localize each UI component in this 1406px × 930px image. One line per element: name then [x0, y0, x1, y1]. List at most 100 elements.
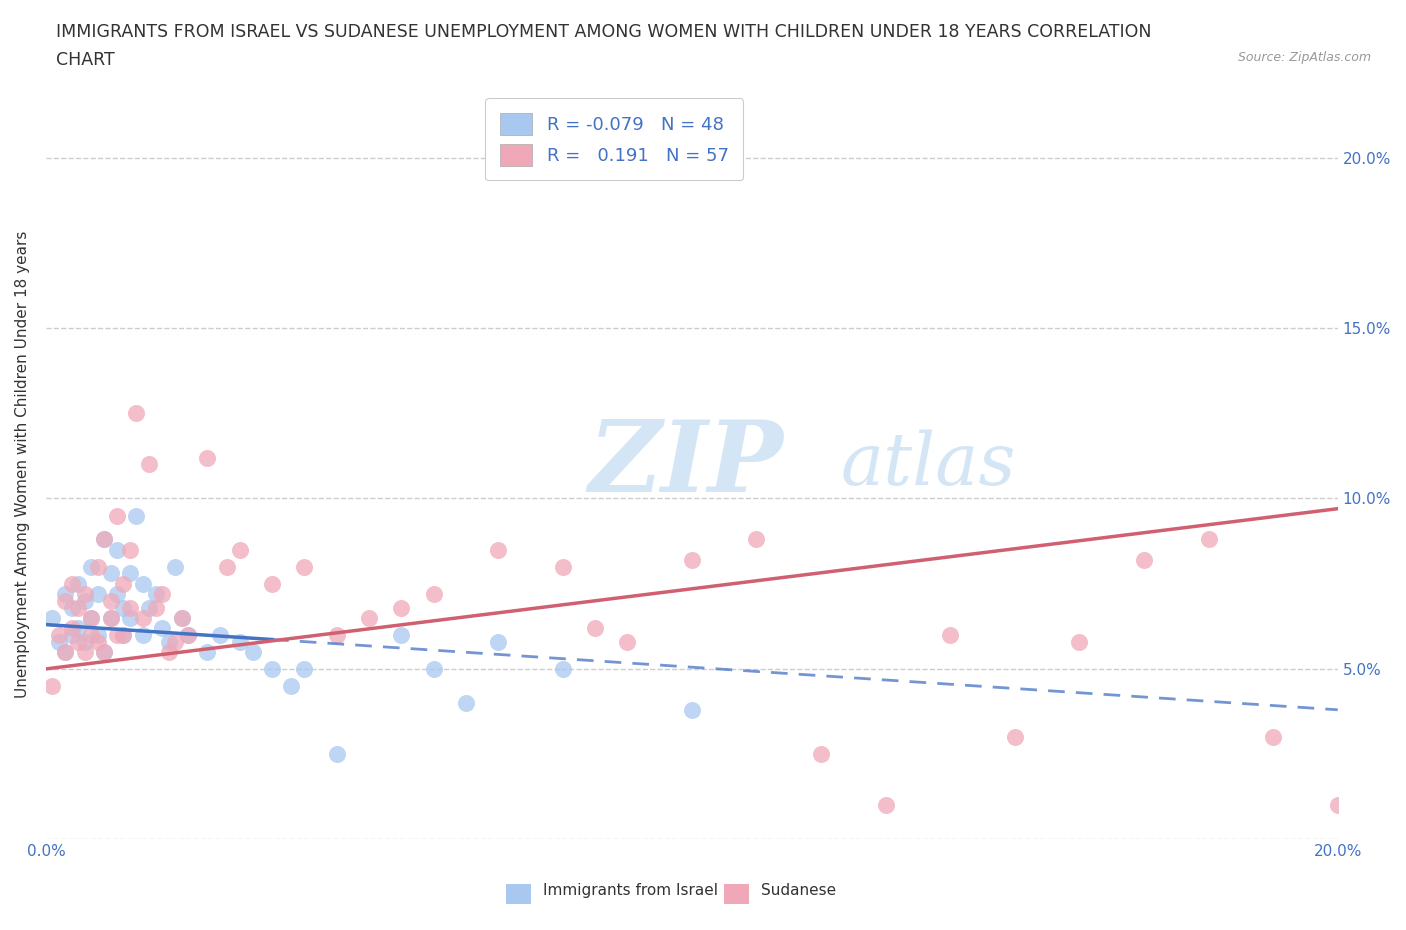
Point — [422, 661, 444, 676]
Point — [280, 679, 302, 694]
Point — [157, 644, 180, 659]
Point — [1004, 730, 1026, 745]
Point — [325, 628, 347, 643]
Legend: R = -0.079   N = 48, R =   0.191   N = 57: R = -0.079 N = 48, R = 0.191 N = 57 — [485, 99, 744, 180]
Point — [73, 593, 96, 608]
Point — [1326, 798, 1348, 813]
Point — [112, 577, 135, 591]
Point — [60, 577, 83, 591]
Text: Source: ZipAtlas.com: Source: ZipAtlas.com — [1237, 51, 1371, 64]
Point — [357, 610, 380, 625]
Text: ZIP: ZIP — [589, 416, 783, 512]
Text: Sudanese: Sudanese — [761, 884, 835, 898]
Point — [177, 628, 200, 643]
Point — [125, 405, 148, 420]
Point — [48, 634, 70, 649]
Point — [325, 747, 347, 762]
Point — [150, 620, 173, 635]
Point — [260, 661, 283, 676]
Point — [73, 587, 96, 602]
Point — [145, 600, 167, 615]
Point — [73, 634, 96, 649]
Point — [105, 587, 128, 602]
Point — [150, 587, 173, 602]
Point — [105, 542, 128, 557]
Point — [422, 587, 444, 602]
Point — [209, 628, 232, 643]
Point — [100, 610, 122, 625]
Point — [48, 628, 70, 643]
Point — [93, 644, 115, 659]
Point — [41, 610, 63, 625]
Point — [157, 634, 180, 649]
Point — [1198, 532, 1220, 547]
Point — [1069, 634, 1091, 649]
Point — [170, 610, 193, 625]
Point — [41, 679, 63, 694]
Point — [389, 628, 412, 643]
Point — [1133, 552, 1156, 567]
Point — [745, 532, 768, 547]
Point — [389, 600, 412, 615]
Point — [681, 552, 703, 567]
Point — [86, 559, 108, 574]
Point — [86, 634, 108, 649]
Point — [105, 508, 128, 523]
Point — [60, 620, 83, 635]
Point — [60, 628, 83, 643]
Point — [86, 628, 108, 643]
Point — [197, 644, 219, 659]
Point — [810, 747, 832, 762]
Point — [80, 610, 103, 625]
Point — [105, 628, 128, 643]
Point — [551, 559, 574, 574]
Point — [73, 644, 96, 659]
Point — [80, 628, 103, 643]
Point — [60, 600, 83, 615]
Point — [93, 644, 115, 659]
Point — [67, 634, 90, 649]
Point — [551, 661, 574, 676]
Point — [53, 593, 76, 608]
Point — [125, 508, 148, 523]
Point — [80, 559, 103, 574]
Point — [939, 628, 962, 643]
Point — [292, 661, 315, 676]
Y-axis label: Unemployment Among Women with Children Under 18 years: Unemployment Among Women with Children U… — [15, 231, 30, 698]
Point — [583, 620, 606, 635]
Point — [229, 542, 252, 557]
Point — [197, 450, 219, 465]
Point — [138, 600, 160, 615]
Point — [53, 644, 76, 659]
Point — [118, 610, 141, 625]
Point — [132, 610, 155, 625]
Point — [486, 634, 509, 649]
Point — [67, 620, 90, 635]
Point — [67, 577, 90, 591]
Point — [875, 798, 897, 813]
Point — [177, 628, 200, 643]
Text: atlas: atlas — [841, 429, 1017, 499]
Point — [242, 644, 264, 659]
Text: IMMIGRANTS FROM ISRAEL VS SUDANESE UNEMPLOYMENT AMONG WOMEN WITH CHILDREN UNDER : IMMIGRANTS FROM ISRAEL VS SUDANESE UNEMP… — [56, 23, 1152, 41]
Point — [132, 628, 155, 643]
Point — [112, 628, 135, 643]
Point — [112, 600, 135, 615]
Text: Immigrants from Israel: Immigrants from Israel — [543, 884, 717, 898]
Point — [681, 702, 703, 717]
Point — [170, 610, 193, 625]
Point — [100, 610, 122, 625]
Point — [229, 634, 252, 649]
Point — [53, 587, 76, 602]
Point — [132, 577, 155, 591]
Point — [118, 600, 141, 615]
Point — [86, 587, 108, 602]
Point — [93, 532, 115, 547]
Point — [138, 457, 160, 472]
Point — [292, 559, 315, 574]
Text: CHART: CHART — [56, 51, 115, 69]
Point — [112, 628, 135, 643]
Point — [616, 634, 638, 649]
Point — [260, 577, 283, 591]
Point — [118, 542, 141, 557]
